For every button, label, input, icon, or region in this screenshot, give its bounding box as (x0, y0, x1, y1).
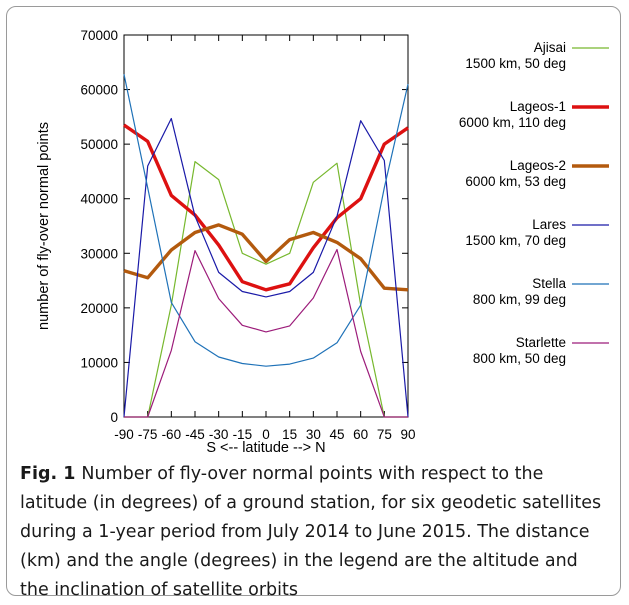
plot-frame (123, 34, 409, 418)
y-tick-label: 30000 (80, 246, 118, 261)
figure-card (6, 6, 621, 596)
legend-detail: 800 km, 99 deg (473, 292, 566, 307)
x-tick-label: -75 (138, 427, 158, 442)
legend-name: Lares (532, 217, 566, 232)
x-tick-label: -45 (185, 427, 205, 442)
x-tick-label: -90 (114, 427, 134, 442)
x-tick-label: 15 (282, 427, 297, 442)
y-tick-label: 0 (110, 410, 118, 425)
x-tick-label: 0 (262, 427, 270, 442)
y-tick-label: 70000 (80, 28, 118, 43)
legend-detail: 1500 km, 70 deg (465, 233, 566, 248)
legend-name: Ajisai (534, 40, 566, 55)
y-tick-label: 10000 (80, 355, 118, 370)
caption-text: Number of fly-over normal points with re… (20, 464, 602, 600)
x-tick-label: 45 (329, 427, 344, 442)
legend-name: Stella (532, 276, 566, 291)
legend-detail: 800 km, 50 deg (473, 351, 566, 366)
y-tick-label: 50000 (80, 137, 118, 152)
x-tick-label: -15 (233, 427, 253, 442)
x-tick-label: 75 (377, 427, 392, 442)
legend-detail: 6000 km, 110 deg (459, 115, 566, 130)
x-tick-label: 30 (306, 427, 321, 442)
x-tick-label: -60 (162, 427, 182, 442)
x-tick-label: 60 (353, 427, 368, 442)
legend-name: Lageos-2 (510, 158, 566, 173)
series-line-lageos-1 (123, 123, 409, 292)
legend-name: Lageos-1 (510, 99, 566, 114)
y-tick-label: 60000 (80, 83, 118, 98)
x-axis-label: S <-- latitude --> N (206, 440, 325, 456)
line-chart: 010000200003000040000500006000070000-90-… (36, 28, 609, 456)
axes: 010000200003000040000500006000070000-90-… (80, 28, 415, 442)
x-tick-label: 90 (400, 427, 415, 442)
series-line-stella (123, 74, 409, 367)
x-tick-label: -30 (209, 427, 229, 442)
y-tick-label: 40000 (80, 192, 118, 207)
series-line-lageos-2 (123, 223, 409, 292)
series-line-starlette (124, 248, 408, 418)
figure-caption: Fig. 1 Number of fly-over normal points w… (20, 460, 612, 605)
series-lines (123, 74, 409, 418)
figure-label: Fig. 1 (20, 464, 76, 484)
legend-detail: 1500 km, 50 deg (465, 56, 566, 71)
y-axis-label: number of fly-over normal points (36, 122, 52, 330)
y-tick-label: 20000 (80, 301, 118, 316)
series-line-lares (123, 117, 409, 418)
legend-name: Starlette (516, 335, 566, 350)
legend-detail: 6000 km, 53 deg (465, 174, 566, 189)
